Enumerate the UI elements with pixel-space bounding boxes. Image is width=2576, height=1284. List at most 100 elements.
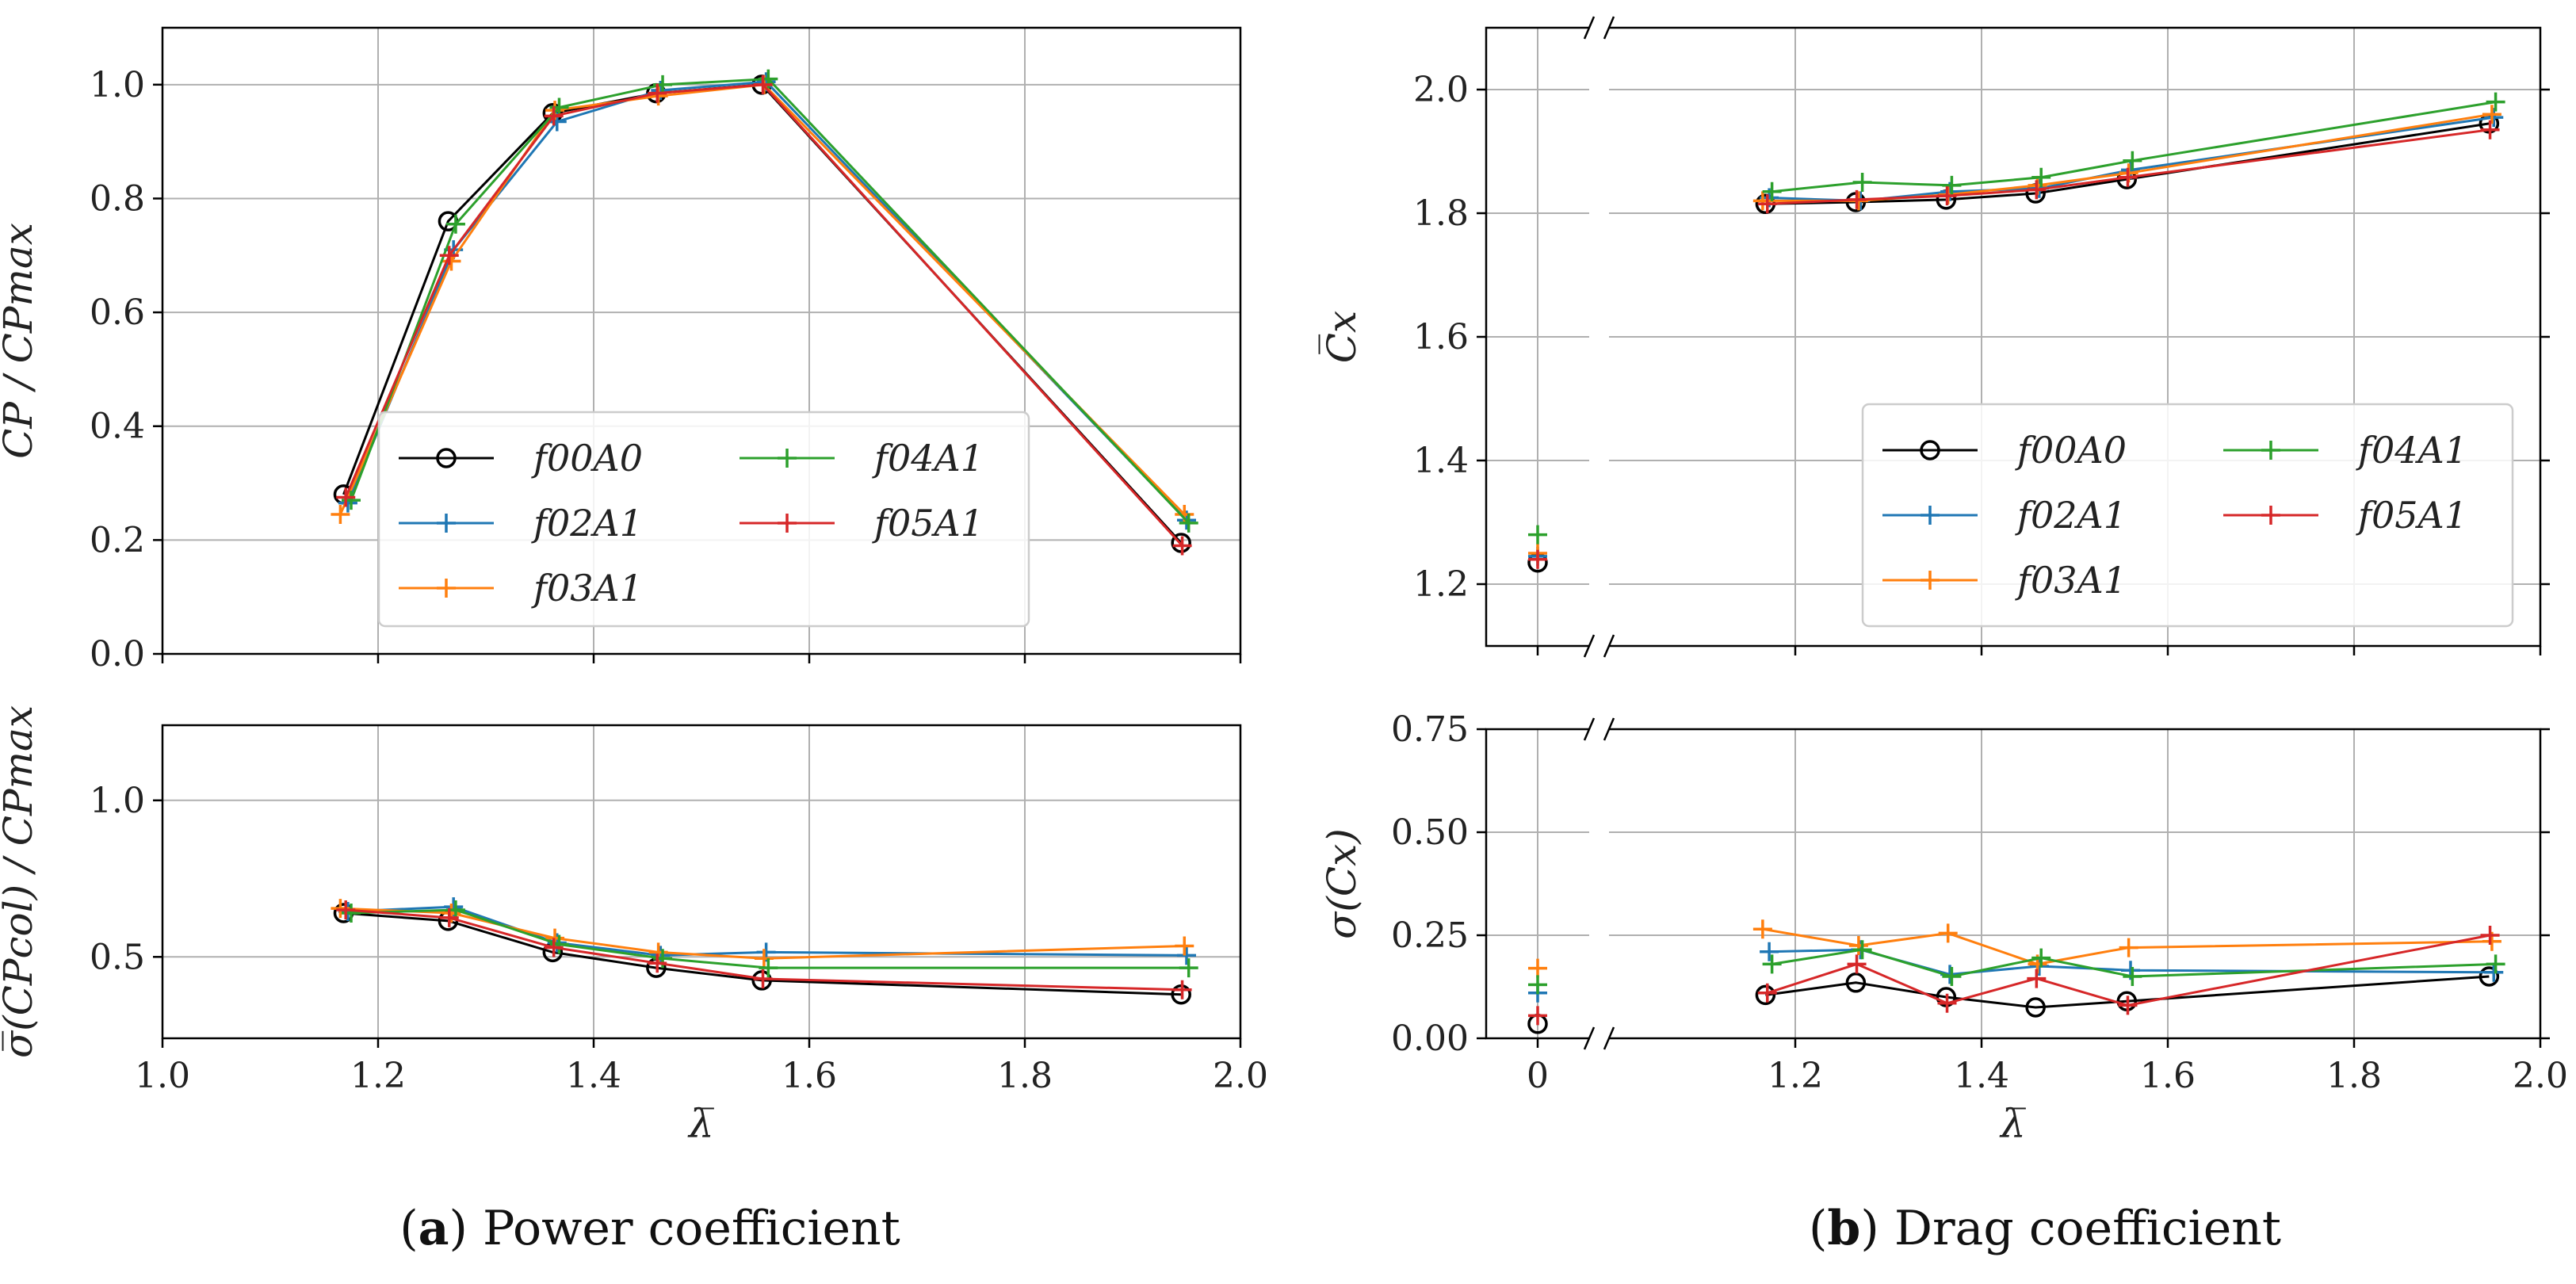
series-line: [346, 908, 1183, 992]
legend-entry-label: f00A0: [2015, 429, 2127, 472]
x-tick-label: 0: [1527, 1056, 1549, 1096]
y-tick-label: 0.8: [90, 178, 145, 219]
data-point: [1845, 973, 1867, 993]
x-tick-label: 1.2: [350, 1056, 406, 1096]
y-tick-label: 0.50: [1391, 812, 1469, 853]
x-axis-label: λ̅: [1999, 1101, 2026, 1147]
data-point: [2029, 957, 2049, 976]
x-tick-label: 1.6: [782, 1056, 837, 1096]
data-point: [1937, 993, 1957, 1013]
legend-entry-label: f02A1: [2015, 494, 2127, 537]
y-tick-label: 2.0: [1413, 70, 1469, 110]
legend-frame: [1861, 403, 2514, 628]
legend-swatch-marker: [437, 514, 456, 533]
data-point: [2479, 966, 2500, 987]
x-tick-label: 1.8: [997, 1056, 1053, 1096]
series-line: [1771, 948, 2496, 978]
data-point: [439, 908, 459, 927]
data-point: [2480, 120, 2500, 139]
data-point: [1848, 936, 1868, 955]
axes-frame: [1609, 728, 2542, 1040]
data-point: [1938, 923, 1958, 943]
y-tick-label: 0.6: [90, 292, 145, 333]
y-tick-label: 1.0: [90, 65, 145, 105]
data-point: [1752, 919, 1772, 939]
data-point: [445, 214, 465, 234]
data-point: [753, 75, 773, 94]
legend-swatch-marker: [1921, 571, 1940, 590]
y-tick-label: 1.2: [1413, 564, 1469, 605]
data-point: [1175, 505, 1194, 525]
series-line: [1767, 128, 2490, 205]
data-point: [2482, 105, 2501, 124]
series-f04A1: [342, 900, 1198, 978]
data-point: [651, 946, 671, 965]
legend-swatch-marker: [2261, 441, 2280, 460]
axis-break-mark: [1603, 16, 1615, 40]
data-point: [1172, 980, 1192, 999]
series-line: [1771, 101, 2496, 193]
data-point: [2486, 92, 2505, 112]
series-line: [340, 907, 1185, 960]
chart-a_top: 0.0 0.2 0.4 0.6 0.8 1.0 C̅P / C̅Pmax f00A0 f02A1…: [0, 26, 1242, 674]
data-point: [544, 106, 564, 126]
y-tick-label: 0.0: [90, 634, 145, 674]
data-point: [336, 900, 356, 920]
series-line: [343, 911, 1182, 996]
data-point: [1752, 191, 1772, 211]
axis-break-mark: [1583, 634, 1596, 658]
legend-swatch-marker: [778, 449, 797, 468]
data-point: [1937, 186, 1957, 206]
data-point: [648, 83, 667, 103]
data-point: [2118, 995, 2138, 1015]
caption-a: (a) Power coefficient: [399, 1201, 900, 1256]
data-point: [2025, 997, 2046, 1018]
legend-entry-label: f02A1: [531, 502, 643, 545]
series-f05A1: [1528, 926, 2500, 1026]
legend-swatch-marker: [778, 514, 797, 533]
series-line: [350, 78, 1190, 524]
series-line: [1765, 122, 2490, 205]
y-tick-label: 1.6: [1413, 317, 1469, 357]
legend-entry-label: f04A1: [2356, 429, 2467, 472]
y-axis-label: C̅x: [1318, 311, 1365, 363]
legend-entry-label: f03A1: [531, 567, 643, 610]
chart-a_bottom: 0.5 1.0 1.0 1.2 1.4 1.6 1.8 2.0 σ̅(CPcol) / C̅Pm…: [0, 705, 1268, 1147]
x-tick-label: 1.0: [135, 1056, 190, 1096]
y-tick-label: 0.4: [90, 407, 145, 447]
y-tick-label: 0.5: [90, 937, 145, 977]
legend-entry-label: f05A1: [872, 502, 984, 545]
data-point: [1762, 954, 1782, 974]
legend-swatch-marker: [436, 448, 457, 468]
data-point-zero: [1528, 1006, 1547, 1026]
data-point: [336, 487, 356, 507]
axis-break-mark: [1583, 717, 1596, 741]
series-f04A1: [1528, 92, 2505, 545]
y-axis-label: σ̅(CPcol) / C̅Pmax: [0, 705, 41, 1058]
axis-break-mark: [1583, 1026, 1596, 1050]
data-point: [1172, 536, 1192, 556]
x-tick-label: 2.0: [1213, 1056, 1268, 1096]
y-axis-label: C̅P / C̅Pmax: [0, 223, 41, 459]
data-point-zero: [1528, 958, 1547, 978]
data-point: [2484, 962, 2504, 982]
legend-swatch-marker: [1920, 440, 1940, 460]
data-point: [2027, 180, 2047, 200]
legend: f00A0 f02A1 f03A1 f04A1 f05A1: [377, 411, 1030, 628]
data-point: [1755, 984, 1776, 1006]
data-point: [754, 949, 774, 969]
data-point: [1179, 958, 1198, 978]
y-tick-label: 1.8: [1413, 193, 1469, 234]
legend-swatch-marker: [1921, 506, 1940, 525]
series-f02A1: [338, 897, 1196, 965]
y-tick-label: 0.25: [1391, 915, 1469, 956]
data-point: [2118, 167, 2138, 187]
data-point: [1175, 936, 1194, 956]
y-tick-label: 0.75: [1391, 709, 1469, 750]
legend: f00A0 f02A1 f03A1 f04A1 f05A1: [1861, 403, 2514, 628]
legend-swatch-marker: [437, 579, 456, 598]
series-f05A1: [336, 900, 1192, 999]
data-point: [1760, 942, 1779, 961]
data-point: [1942, 967, 1962, 986]
data-point: [2031, 948, 2051, 968]
